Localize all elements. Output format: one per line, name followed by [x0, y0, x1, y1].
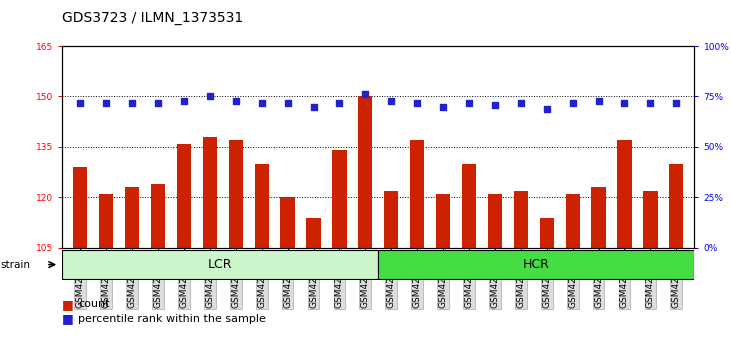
Point	[75, 100, 86, 105]
Bar	[591, 187, 606, 248]
Text: ■: ■	[62, 312, 74, 325]
Bar	[229, 140, 243, 248]
Point	[437, 104, 449, 109]
Point	[100, 100, 112, 105]
Point	[412, 100, 423, 105]
Bar	[358, 97, 373, 248]
Bar	[177, 144, 191, 248]
Bar	[333, 150, 346, 248]
Bar	[73, 167, 88, 248]
Point	[152, 100, 164, 105]
Point	[126, 100, 138, 105]
Text: ■: ■	[62, 298, 74, 311]
Bar	[125, 187, 139, 248]
Bar	[539, 217, 554, 248]
Point	[256, 100, 268, 105]
Bar	[462, 164, 476, 248]
Point	[567, 100, 578, 105]
Point	[541, 106, 553, 112]
Bar	[566, 194, 580, 248]
Bar	[62, 250, 379, 279]
Bar	[254, 164, 269, 248]
Bar	[151, 184, 165, 248]
Point	[204, 94, 216, 99]
Point	[593, 98, 605, 103]
Point	[515, 100, 526, 105]
Bar	[281, 198, 295, 248]
Point	[281, 100, 293, 105]
Text: HCR: HCR	[523, 258, 550, 271]
Text: GDS3723 / ILMN_1373531: GDS3723 / ILMN_1373531	[62, 11, 243, 25]
Bar	[202, 137, 217, 248]
Bar	[488, 194, 502, 248]
Point	[463, 100, 475, 105]
Text: strain: strain	[1, 259, 31, 270]
Bar	[384, 190, 398, 248]
Point	[618, 100, 630, 105]
Bar	[306, 217, 321, 248]
Text: percentile rank within the sample: percentile rank within the sample	[78, 314, 266, 324]
Point	[230, 98, 242, 103]
Point	[670, 100, 682, 105]
Point	[645, 100, 656, 105]
Bar	[643, 190, 657, 248]
Point	[489, 102, 501, 107]
Point	[308, 104, 319, 109]
Bar	[514, 190, 528, 248]
Bar	[436, 194, 450, 248]
Bar	[410, 140, 424, 248]
Bar	[669, 164, 683, 248]
Text: count: count	[78, 299, 110, 309]
Point	[385, 98, 397, 103]
Text: LCR: LCR	[208, 258, 232, 271]
Bar	[99, 194, 113, 248]
Point	[178, 98, 190, 103]
Bar	[379, 250, 694, 279]
Bar	[618, 140, 632, 248]
Point	[333, 100, 345, 105]
Point	[360, 92, 371, 97]
